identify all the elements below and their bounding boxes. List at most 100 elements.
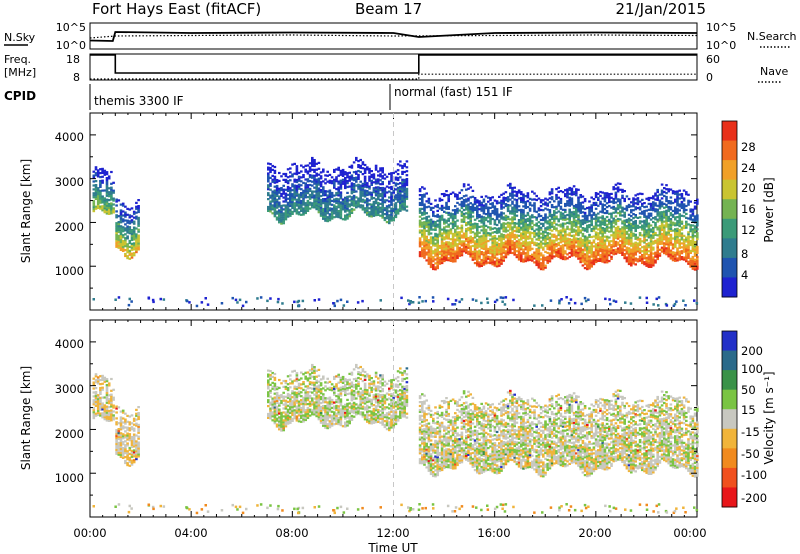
power-cell (289, 197, 292, 200)
power-cell (493, 205, 497, 208)
power-cell (539, 262, 543, 265)
power-cell (328, 213, 332, 216)
power-cell (456, 225, 459, 228)
power-cell (317, 197, 321, 200)
power-cell (105, 182, 109, 186)
power-cell (476, 238, 479, 241)
power-cell (115, 210, 118, 213)
power-cell (480, 251, 483, 254)
power-cell (394, 215, 398, 219)
power-cell (390, 191, 393, 194)
power-cell (601, 234, 604, 238)
power-cell (96, 200, 100, 204)
power-cell (478, 200, 481, 203)
power-cell (359, 164, 362, 167)
power-cell (473, 226, 477, 229)
power-cell (625, 260, 629, 263)
power-cell (275, 218, 279, 221)
power-cell (594, 247, 598, 250)
power-cell (344, 210, 347, 213)
power-cell (654, 210, 657, 213)
power-cell (597, 234, 600, 237)
power-cell (641, 228, 644, 231)
power-cell (379, 192, 382, 196)
power-cell (132, 222, 136, 225)
power-cell (557, 247, 560, 250)
power-cell (295, 212, 299, 215)
power-cell (561, 224, 565, 227)
power-cell (511, 222, 514, 225)
power-cell (324, 217, 327, 220)
power-cell (634, 247, 637, 250)
power-cell (493, 199, 497, 202)
power-cell (421, 255, 424, 258)
power-cell (308, 174, 312, 177)
power-cell (604, 297, 607, 301)
power-cell (348, 209, 351, 212)
power-cell (465, 208, 468, 211)
power-cell (614, 236, 618, 240)
power-cell (132, 248, 136, 251)
power-cell (377, 207, 380, 211)
power-cell (590, 251, 593, 254)
power-cell (293, 202, 296, 205)
power-cell (605, 206, 609, 209)
power-cell (561, 246, 565, 249)
power-cell (623, 237, 626, 240)
power-cell (634, 235, 637, 238)
power-cell (110, 208, 113, 211)
power-cell (520, 193, 523, 196)
power-cell (432, 210, 435, 213)
power-cell (289, 167, 292, 170)
power-cell (291, 201, 294, 204)
power-cell (570, 223, 574, 226)
power-cell (522, 193, 525, 196)
power-cell (654, 259, 657, 262)
power-cell (399, 164, 402, 167)
power-cell (652, 207, 655, 210)
power-cell (594, 249, 598, 252)
power-cell (346, 199, 349, 202)
power-cell (110, 190, 113, 193)
power-cell (381, 202, 384, 205)
velocity-cell (115, 423, 118, 426)
power-cell (623, 211, 626, 214)
power-cell (297, 211, 301, 214)
power-cell (429, 226, 433, 229)
power-cell (372, 177, 376, 180)
power-cell (350, 207, 354, 211)
power-cell (577, 196, 580, 199)
velocity-cell (110, 399, 113, 402)
power-cell (447, 217, 450, 220)
power-cell (440, 198, 444, 202)
power-cell (621, 226, 624, 229)
power-cell (603, 194, 607, 197)
power-cell (658, 254, 662, 257)
power-cell (524, 206, 527, 209)
power-cell (579, 237, 582, 240)
power-cell (612, 199, 615, 203)
power-cell (313, 204, 316, 207)
power-cell (542, 230, 545, 233)
power-cell (344, 200, 347, 203)
power-cell (610, 222, 613, 225)
power-cell (643, 263, 646, 266)
power-cell (513, 237, 516, 240)
power-cell (509, 192, 512, 195)
power-cell (271, 190, 274, 193)
power-cell (344, 208, 347, 211)
power-cell (559, 251, 563, 254)
power-cell (517, 244, 521, 247)
power-cell (432, 242, 435, 245)
power-cell (449, 192, 453, 195)
power-cell (504, 254, 508, 257)
power-cell (660, 183, 664, 186)
power-cell (115, 226, 118, 229)
power-cell (434, 236, 437, 239)
power-cell (575, 205, 578, 209)
velocity-cell (105, 399, 109, 402)
power-cell (608, 250, 611, 253)
power-cell (548, 197, 552, 200)
power-cell (99, 183, 102, 186)
power-cell (612, 243, 615, 246)
